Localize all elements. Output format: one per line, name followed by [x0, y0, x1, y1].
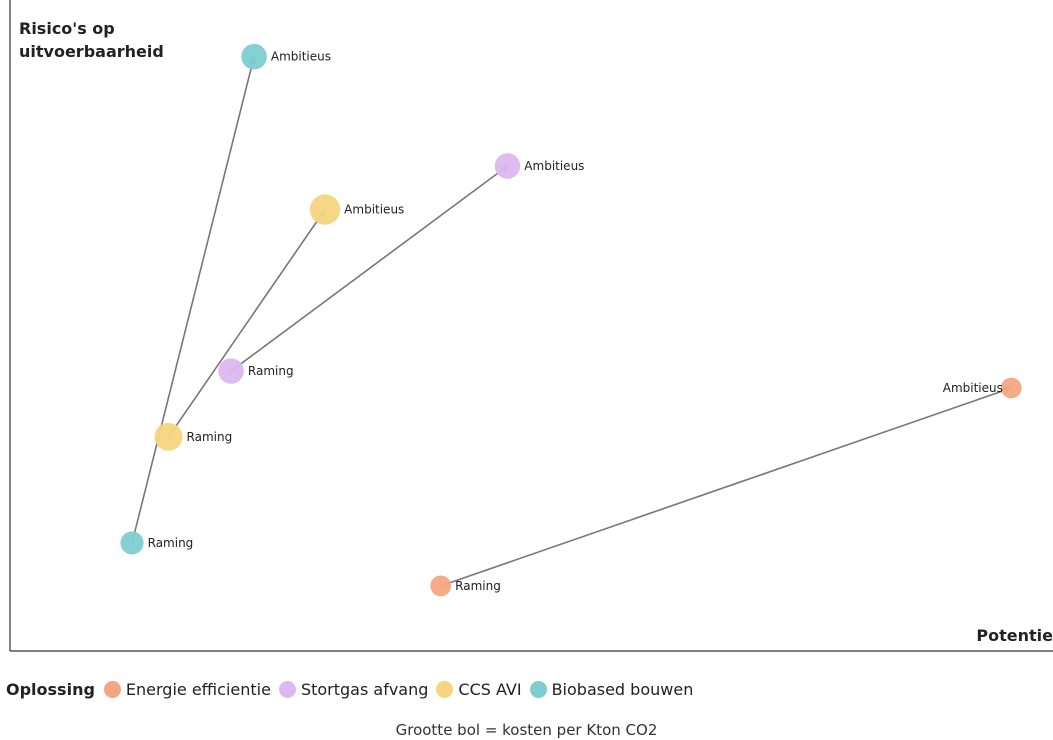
x-axis-title: Potentie: [976, 626, 1053, 645]
label-stortgas-afvang-raming: Raming: [248, 364, 294, 378]
arrow-biobased-bouwen: [131, 55, 257, 544]
point-energie-efficientie-ambitieus: [1000, 377, 1022, 399]
chart: Risico's op uitvoerbaarheid Potentie Ramin…: [9, 0, 1053, 652]
point-stortgas-afvang-raming: [218, 358, 244, 384]
point-energie-efficientie-raming: [430, 575, 452, 597]
legend-item-ccs-avi: CCS AVI: [436, 679, 522, 699]
legend-label-ccs-avi: CCS AVI: [458, 679, 522, 699]
point-stortgas-afvang-ambitieus: [494, 153, 521, 179]
legend-label-biobased-bouwen: Biobased bouwen: [551, 679, 694, 699]
label-energie-efficientie-ambitieus: Ambitieus: [943, 381, 1003, 395]
y-axis-title-line-2: uitvoerbaarheid: [19, 42, 164, 61]
point-ccs-avi-ambitieus: [309, 194, 341, 225]
legend-label-energie-efficientie: Energie efficientie: [125, 679, 271, 699]
label-energie-efficientie-raming: Raming: [455, 579, 501, 593]
label-stortgas-afvang-ambitieus: Ambitieus: [524, 159, 584, 173]
label-ccs-avi-ambitieus: Ambitieus: [344, 203, 404, 217]
legend-item-energie-efficientie: Energie efficientie: [103, 679, 271, 699]
arrow-energie-efficientie: [440, 386, 1013, 587]
label-biobased-bouwen-raming: Raming: [148, 536, 194, 550]
legend-swatch-biobased-bouwen: [529, 680, 547, 698]
legend-swatch-stortgas-afvang: [278, 680, 296, 698]
label-ccs-avi-raming: Raming: [187, 430, 233, 444]
y-axis-title-line-1: Risico's op: [19, 19, 115, 38]
point-biobased-bouwen-raming: [120, 531, 144, 555]
point-ccs-avi-raming: [154, 422, 183, 451]
y-axis-title: Risico's op uitvoerbaarheid: [19, 19, 164, 61]
point-biobased-bouwen-ambitieus: [241, 43, 267, 70]
size-note: Grootte bol = kosten per Kton CO2: [395, 721, 658, 739]
legend-swatch-ccs-avi: [436, 680, 454, 698]
legend: Oplossing Energie efficientie Stortgas a…: [6, 677, 701, 701]
label-biobased-bouwen-ambitieus: Ambitieus: [271, 50, 331, 64]
arrow-ccs-avi: [167, 208, 326, 438]
arrow-stortgas-afvang: [230, 165, 509, 372]
legend-swatch-energie-efficientie: [103, 680, 121, 698]
legend-title: Oplossing: [6, 679, 95, 699]
legend-item-stortgas-afvang: Stortgas afvang: [278, 679, 429, 699]
legend-label-stortgas-afvang: Stortgas afvang: [300, 679, 429, 699]
legend-item-biobased-bouwen: Biobased bouwen: [529, 679, 694, 699]
